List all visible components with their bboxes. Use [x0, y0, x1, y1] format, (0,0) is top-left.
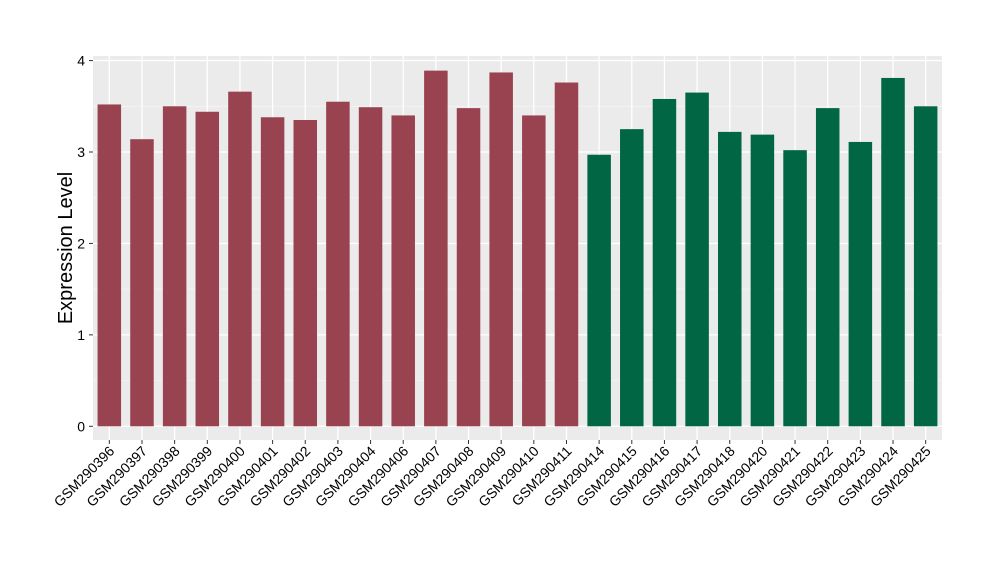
bar: [717, 131, 742, 427]
bar: [685, 92, 709, 427]
bar: [750, 134, 775, 427]
y-tick-label: 1: [77, 327, 85, 343]
bar: [848, 141, 873, 427]
bar: [489, 72, 513, 427]
bar: [326, 101, 350, 427]
bar: [913, 106, 938, 427]
bar: [162, 106, 187, 427]
y-axis-title: Expression Level: [55, 172, 77, 324]
bar: [130, 139, 154, 427]
bar: [522, 115, 546, 427]
bar: [195, 111, 220, 427]
bar: [620, 129, 644, 427]
bar: [554, 82, 579, 427]
bar: [783, 150, 807, 427]
y-axis: 0 1 2 3 4: [77, 53, 93, 434]
bar: [358, 107, 383, 427]
bar: [260, 117, 285, 427]
bar: [97, 104, 122, 427]
bars: [97, 70, 938, 427]
y-tick-label: 0: [77, 418, 85, 434]
bar: [456, 108, 481, 427]
y-tick-label: 2: [77, 235, 85, 251]
bar: [881, 77, 905, 427]
plot-panel: [93, 56, 942, 440]
bar: [652, 98, 677, 427]
y-tick-label: 3: [77, 144, 85, 160]
bar: [815, 108, 840, 427]
bar: [424, 70, 448, 427]
bar: [391, 115, 415, 427]
x-axis: GSM290396GSM290397GSM290398GSM290399GSM2…: [51, 440, 934, 510]
bar: [293, 120, 318, 427]
bar: [587, 154, 611, 427]
y-tick-label: 4: [77, 53, 85, 69]
bar: [228, 91, 252, 427]
